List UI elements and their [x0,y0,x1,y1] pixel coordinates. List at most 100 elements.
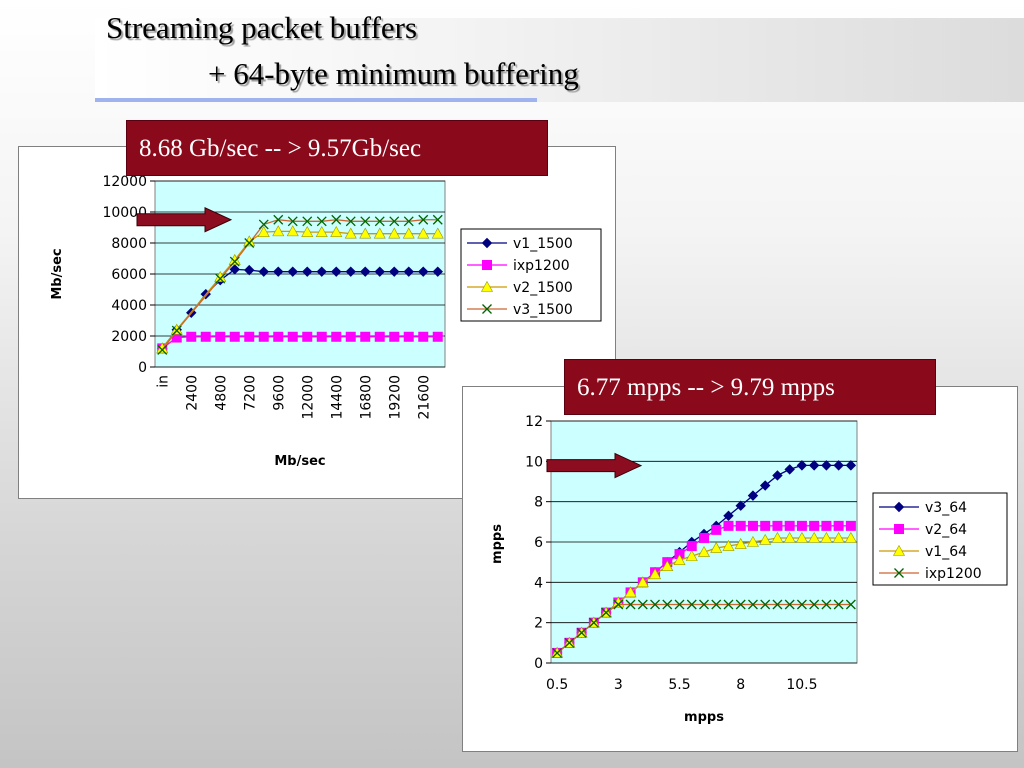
legend-label: v1_1500 [513,236,573,252]
packet-rate-callout: 6.77 mpps -- > 9.79 mpps [564,359,936,415]
y-tick-label: 10 [525,454,543,470]
data-point [258,331,269,342]
data-point [552,647,563,658]
data-point [808,531,821,543]
data-point [588,617,599,628]
data-point [373,227,386,239]
title-underline [95,98,537,102]
y-tick-label: 4000 [111,298,147,314]
x-tick-label: in [155,375,171,388]
data-point [170,323,183,335]
x-tick-label: 12000 [300,375,316,420]
data-point [735,520,746,531]
data-point [331,266,342,277]
data-point [403,331,414,342]
data-point [624,586,637,598]
data-point [258,219,269,230]
slide-title-line-2: + 64-byte minimum buffering [208,56,579,91]
data-point [287,216,298,227]
data-point [772,470,783,481]
data-point [272,225,285,237]
data-point [710,541,723,553]
data-point [613,599,624,610]
legend-label: v2_64 [925,522,967,538]
data-point [734,537,747,549]
data-point [796,460,808,471]
data-point [748,599,758,610]
data-point [360,216,371,227]
y-tick-label: 6 [534,535,543,551]
y-tick-label: 8 [534,495,543,511]
data-point [759,480,771,491]
legend: v3_64 v2_64 v1_64 ixp1200 [872,492,1008,586]
data-point [711,599,722,610]
data-point [431,227,444,239]
y-tick-label: 12000 [102,174,147,190]
series-ixp1200 [552,599,856,658]
data-point [795,531,808,543]
data-point [418,331,429,342]
data-point [697,545,711,557]
throughput-chart: 12000 10000 8000 6000 4000 2000 0 in 2400 4800 720… [50,174,602,469]
legend-marker [893,501,905,513]
data-point [686,599,697,610]
data-point [711,524,722,535]
data-point [315,226,328,237]
data-point [403,216,414,227]
data-point [821,599,832,610]
title-band [95,18,1024,102]
data-point [845,460,857,471]
data-point [244,264,255,276]
data-point [649,568,662,580]
data-point [359,227,372,239]
x-tick-label: 21600 [416,375,432,420]
y-axis-label: mpps [490,524,505,564]
data-point [661,560,674,571]
data-point [273,266,284,277]
data-point [650,599,660,610]
legend: v1_1500 ixp1200 v2_1500 v3_1500 [460,228,602,322]
legend-marker [894,568,904,578]
data-point [760,599,771,610]
x-tick-label: 19200 [387,375,403,420]
x-axis-label: mpps [684,710,724,725]
y-tick-label: 6000 [111,267,147,283]
x-tick-label: 14400 [329,375,345,420]
data-point [186,331,197,342]
data-point [229,256,240,267]
highlight-arrow [136,206,233,233]
data-point [832,531,845,543]
data-point [287,266,298,277]
chart-panel-throughput: 12000 10000 8000 6000 4000 2000 0 in 2400 4800 720… [18,146,616,499]
data-point [685,549,698,561]
data-point [244,238,255,248]
chart-panel-packet-rate: 12 10 8 6 4 2 0 0.5 3 5.5 8 10.5 mpps mpps v3_64 v2_64 v… [462,386,1018,752]
data-point [388,227,401,239]
data-point [360,331,371,342]
data-point [772,520,783,531]
y-tick-label: 12 [525,414,543,430]
data-point [699,599,709,610]
data-point [258,266,269,277]
data-point [200,331,211,342]
data-point [845,520,856,531]
x-tick-label: 8 [736,677,745,693]
y-tick-label: 2 [534,616,543,632]
data-point [674,599,685,610]
x-tick-label: 3 [614,677,623,693]
data-point [784,520,795,531]
data-point [287,331,298,342]
data-point [759,533,772,545]
legend-label: v2_1500 [513,280,573,296]
data-point [796,520,807,531]
highlight-arrow [546,452,643,479]
data-point [229,264,240,275]
data-point [157,344,168,355]
data-point [735,599,746,610]
data-point [844,531,857,543]
data-point [662,599,673,610]
data-point [374,216,385,227]
y-tick-label: 8000 [111,236,147,252]
data-point [316,331,327,342]
data-point [229,331,240,342]
